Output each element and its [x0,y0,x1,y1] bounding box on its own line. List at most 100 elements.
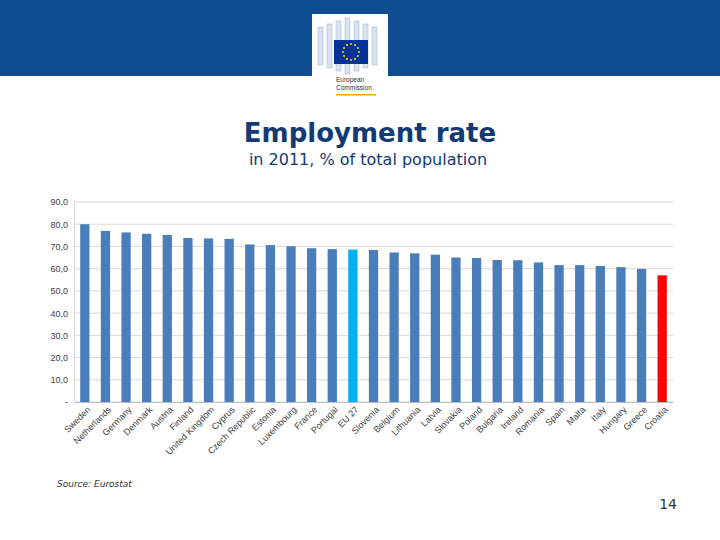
x-axis-line [75,402,674,403]
x-tick: Spain [543,402,566,428]
x-tick: Slovakia [432,402,463,436]
source: Source: Eurostat [57,479,132,489]
bar [658,275,667,402]
y-tick-label: 40,0 [50,308,68,318]
logo-building [372,27,377,65]
bar [266,245,275,402]
bar [307,248,316,402]
logo-star [346,44,348,46]
y-tick-label: 60,0 [50,264,68,274]
title: Employment rate [244,118,496,148]
x-tick-label: Portugal [309,405,340,436]
bar [575,265,584,402]
logo-star [357,55,359,57]
page-number: 14 [659,496,677,512]
bar [121,232,130,402]
bar [534,262,543,402]
y-tick: 30,0 [50,331,74,341]
bar [493,260,502,402]
bar [163,235,172,402]
x-tick-label: Spain [543,405,566,428]
x-tick-label: Romania [514,405,547,438]
x-tick: Hungary [597,402,628,436]
bar [554,265,563,402]
logo-text: Commission [336,84,372,91]
x-tick: Lithuania [389,402,422,437]
y-axis-line [74,203,75,403]
logo-star [350,43,352,45]
logo-star [354,58,356,60]
y-tick: 20,0 [50,353,74,363]
bar [245,244,254,402]
logo-text: European [336,76,365,84]
x-tick-label: Hungary [597,404,628,435]
logo-flag [334,40,368,64]
logo-rule [336,94,376,96]
x-tick: Romania [514,402,547,437]
y-tick: 50,0 [50,286,74,296]
y-tick-label: 20,0 [50,353,68,363]
y-tick-label: 90,0 [50,197,68,207]
x-tick: Croatia [642,402,670,432]
x-tick: Czech Republic [206,402,258,456]
subtitle: in 2011, % of total population [249,150,487,169]
bar [637,269,646,402]
logo-star [357,47,359,49]
bar [513,260,522,402]
bars [80,224,667,402]
bar [596,266,605,402]
bar [183,238,192,402]
bar [101,231,110,402]
grid-line [74,202,673,203]
y-tick-label: - [65,397,68,407]
bar [348,250,357,402]
bar [80,224,89,402]
logo-star [343,47,345,49]
grid [74,202,673,402]
y-tick: 10,0 [50,375,74,385]
x-tick-label: Denmark [121,404,154,437]
logo-star [350,59,352,61]
x-tick-label: Croatia [642,405,670,433]
slide: EuropeanCommission Employment rate in 2011… [0,0,720,540]
y-tick-label: 50,0 [50,286,68,296]
logo: EuropeanCommission [312,14,388,100]
bar [204,238,213,402]
bar [369,250,378,402]
x-axis: SwedenNetherlandsGermanyDenmarkAustriaFi… [62,402,673,457]
logo-background [312,14,388,100]
bar [616,267,625,402]
y-tick: 70,0 [50,242,74,252]
y-tick: 80,0 [50,220,74,230]
x-tick-label: Malta [565,405,588,428]
bar [472,258,481,402]
grid-line [74,224,673,225]
bar [389,252,398,402]
x-tick-label: Lithuania [389,405,422,438]
bar [142,234,151,402]
bar [328,249,337,402]
logo-star [358,51,360,53]
x-tick-label: Bulgaria [474,405,504,435]
x-tick-label: Czech Republic [206,404,258,456]
y-axis: - 10,0 20,0 30,0 40,0 50,0 60,0 70,0 80,0 90,0 [50,197,74,407]
bar [431,255,440,402]
logo-star [346,58,348,60]
bar [286,246,295,402]
logo-star [342,51,344,53]
logo-building [327,24,332,68]
y-tick: - [65,397,74,407]
x-tick: Portugal [309,402,340,435]
y-tick: 90,0 [50,197,74,207]
x-tick-label: Slovakia [432,405,463,436]
bar [451,258,460,402]
y-tick-label: 30,0 [50,331,68,341]
y-tick: 60,0 [50,264,74,274]
bar [410,253,419,402]
y-tick-label: 10,0 [50,375,68,385]
logo-star [354,44,356,46]
x-tick-label: Luxembourg [256,405,298,447]
logo-star [343,55,345,57]
y-tick-label: 80,0 [50,220,68,230]
y-tick: 40,0 [50,308,74,318]
